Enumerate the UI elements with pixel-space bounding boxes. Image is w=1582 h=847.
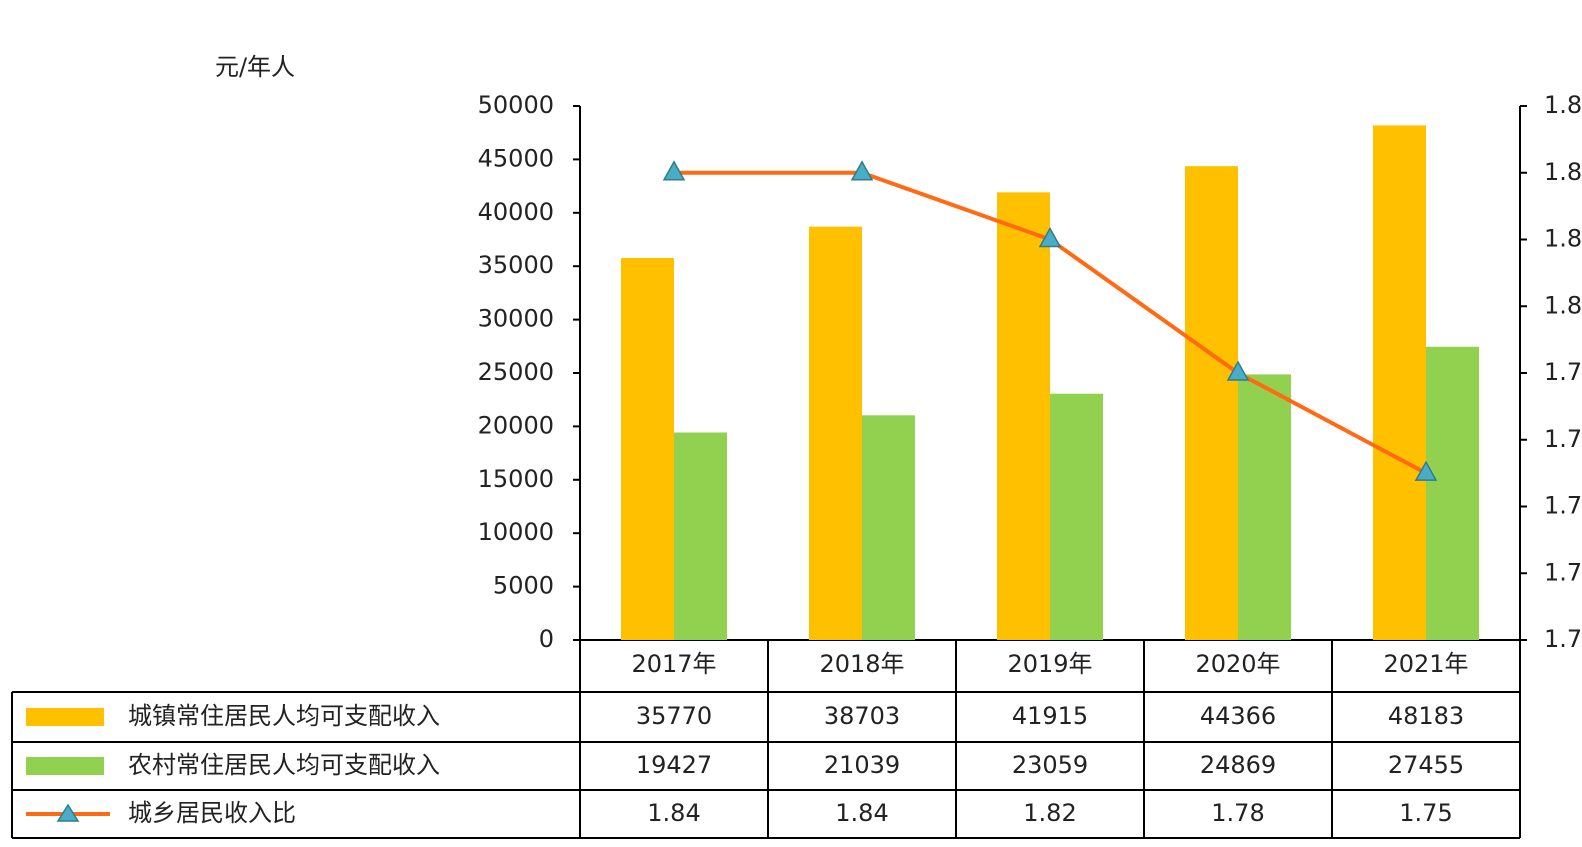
- bar: [621, 257, 674, 640]
- table-value: 48183: [1388, 702, 1464, 730]
- y-tick-label: 15000: [478, 465, 554, 493]
- y-axis-unit: 元/年人: [215, 53, 295, 81]
- table-value: 21039: [824, 751, 900, 779]
- table-value: 1.78: [1211, 799, 1264, 827]
- y-tick-label: 0: [539, 625, 554, 653]
- legend-label: 农村常住居民人均可支配收入: [128, 751, 440, 779]
- table-value: 23059: [1012, 751, 1088, 779]
- bar: [809, 226, 862, 640]
- x-tick-label: 2017年: [631, 650, 716, 678]
- y2-tick-label: 1.78: [1544, 358, 1582, 386]
- bar: [1185, 166, 1238, 640]
- bar: [862, 415, 915, 640]
- y2-tick-label: 1.76: [1544, 425, 1582, 453]
- table-value: 19427: [636, 751, 712, 779]
- y2-tick-label: 1.84: [1544, 158, 1582, 186]
- table-value: 27455: [1388, 751, 1464, 779]
- y2-tick-label: 1.72: [1544, 558, 1582, 586]
- bar: [1426, 346, 1479, 640]
- y2-tick-label: 1.8: [1544, 291, 1582, 319]
- x-tick-label: 2021年: [1383, 650, 1468, 678]
- line-marker: [662, 160, 686, 181]
- line-marker: [1226, 360, 1250, 381]
- legend-swatch: [26, 757, 104, 775]
- bar: [1238, 374, 1291, 640]
- x-tick-label: 2018年: [819, 650, 904, 678]
- y-tick-label: 40000: [478, 198, 554, 226]
- legend-marker: [56, 803, 80, 822]
- line-marker: [1414, 460, 1438, 481]
- legend-label: 城乡居民收入比: [128, 799, 296, 827]
- table-value: 1.84: [647, 799, 700, 827]
- y2-tick-label: 1.86: [1544, 91, 1582, 119]
- y-tick-label: 25000: [478, 358, 554, 386]
- y-tick-label: 10000: [478, 518, 554, 546]
- bar: [997, 192, 1050, 641]
- table-value: 24869: [1200, 751, 1276, 779]
- y2-tick-label: 1.82: [1544, 225, 1582, 253]
- line-marker: [850, 160, 874, 181]
- legend-label: 城镇常住居民人均可支配收入: [128, 702, 440, 730]
- legend-swatch: [26, 708, 104, 726]
- table-value: 1.84: [835, 799, 888, 827]
- bar: [674, 432, 727, 640]
- table-value: 44366: [1200, 702, 1276, 730]
- table-value: 1.82: [1023, 799, 1076, 827]
- bar: [1050, 393, 1103, 640]
- table-value: 35770: [636, 702, 712, 730]
- y-tick-label: 50000: [478, 91, 554, 119]
- y-tick-label: 5000: [493, 572, 554, 600]
- x-tick-label: 2020年: [1195, 650, 1280, 678]
- y2-tick-label: 1.7: [1544, 625, 1582, 653]
- y-tick-label: 20000: [478, 411, 554, 439]
- y-tick-label: 45000: [478, 144, 554, 172]
- table-value: 1.75: [1399, 799, 1452, 827]
- y-tick-label: 35000: [478, 251, 554, 279]
- x-tick-label: 2019年: [1007, 650, 1092, 678]
- y2-tick-label: 1.74: [1544, 492, 1582, 520]
- y-tick-label: 30000: [478, 305, 554, 333]
- table-value: 41915: [1012, 702, 1088, 730]
- bar: [1373, 125, 1426, 640]
- table-value: 38703: [824, 702, 900, 730]
- line-marker: [1038, 226, 1062, 248]
